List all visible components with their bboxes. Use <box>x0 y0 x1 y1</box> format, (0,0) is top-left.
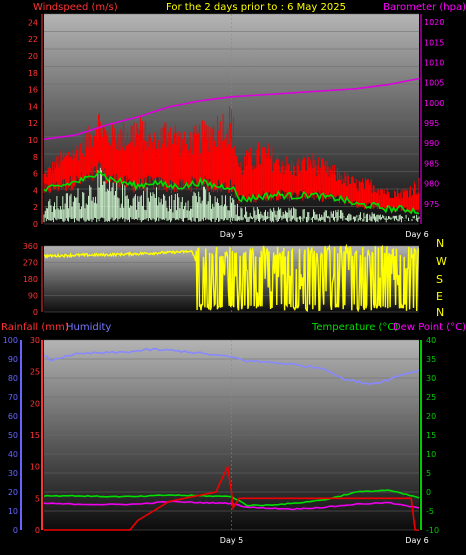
temperature-tick-label: 35 <box>426 355 436 364</box>
y-tick-label: 180 <box>23 275 38 284</box>
y2-tick-label: 975 <box>424 200 439 209</box>
rainfall-tick-label: 25 <box>30 368 40 377</box>
humidity-tick-label: 40 <box>8 450 18 459</box>
windspeed-axis-title: Windspeed (m/s) <box>33 2 118 13</box>
series-rainfall <box>44 463 419 531</box>
rainfall-tick-label: 10 <box>30 463 40 472</box>
temperature-tick-label: 15 <box>426 431 436 440</box>
temperature-tick-label: -5 <box>426 507 434 516</box>
rainfall-tick-label: 30 <box>30 336 40 345</box>
series-gust <box>43 106 420 213</box>
y-tick-label: 360 <box>23 242 38 251</box>
compass-label: N <box>436 237 444 250</box>
dewpoint-axis-title: Dew Point (°C) <box>393 322 466 333</box>
x-tick-label: Day 6 <box>405 536 428 545</box>
humidity-tick-label: 50 <box>8 431 18 440</box>
wind-panel: 0246810121416182022249759809859909951000… <box>28 13 444 239</box>
rainfall-tick-label: 15 <box>30 431 40 440</box>
temperature-tick-label: 5 <box>426 469 431 478</box>
y-tick-label: 8 <box>33 153 38 162</box>
y-tick-label: 22 <box>28 35 38 44</box>
series-humidity <box>43 347 420 385</box>
humidity-tick-label: 30 <box>8 469 18 478</box>
compass-label: N <box>436 306 444 319</box>
humidity-tick-label: 20 <box>8 488 18 497</box>
chart-period-title: For the 2 days prior to : 6 May 2025 <box>166 2 346 13</box>
y-tick-label: 0 <box>33 308 38 317</box>
climate-axes: 0 10 20 30 40 50 60 70 80 90 100 0 5 10 15 20 25 30 -10 -5 0… <box>3 336 439 545</box>
temperature-tick-label: 40 <box>426 336 436 345</box>
x-tick-label: Day 5 <box>220 230 243 239</box>
y2-tick-label: 1000 <box>424 99 444 108</box>
y-tick-label: 4 <box>33 186 38 195</box>
x-tick-label: Day 6 <box>405 230 428 239</box>
humidity-tick-label: 10 <box>8 507 18 516</box>
y-tick-label: 14 <box>28 102 38 111</box>
compass-label: E <box>436 290 443 303</box>
rainfall-tick-label: 5 <box>35 494 40 503</box>
y2-tick-label: 1015 <box>424 38 444 47</box>
y-tick-label: 18 <box>28 69 38 78</box>
y-tick-label: 2 <box>33 203 38 212</box>
humidity-tick-label: 90 <box>8 355 18 364</box>
temperature-tick-label: 0 <box>426 488 431 497</box>
y2-tick-label: 1010 <box>424 58 444 67</box>
barometer-axis-title: Barometer (hpa) <box>383 2 466 13</box>
temperature-tick-label: 20 <box>426 412 436 421</box>
y2-tick-label: 995 <box>424 119 439 128</box>
climate-panel: 0 10 20 30 40 50 60 70 80 90 100 0 5 10 15 20 25 30 -10 -5 0… <box>3 336 439 545</box>
temperature-tick-label: 10 <box>426 450 436 459</box>
y-tick-label: 16 <box>28 86 38 95</box>
y-tick-label: 10 <box>28 136 38 145</box>
series-minimum <box>43 167 420 223</box>
humidity-tick-label: 70 <box>8 393 18 402</box>
temperature-tick-label: 25 <box>426 393 436 402</box>
y-tick-label: 20 <box>28 52 38 61</box>
y-tick-label: 90 <box>28 292 38 301</box>
wind-axes: 0246810121416182022249759809859909951000… <box>28 14 444 239</box>
y-tick-label: 24 <box>28 18 38 27</box>
y2-tick-label: 980 <box>424 180 439 189</box>
humidity-tick-label: 100 <box>3 336 18 345</box>
y2-tick-label: 985 <box>424 159 439 168</box>
y-tick-label: 0 <box>33 220 38 229</box>
wind-series <box>43 77 420 223</box>
humidity-tick-label: 60 <box>8 412 18 421</box>
x-tick-label: Day 5 <box>220 536 243 545</box>
series-wind-direction <box>43 243 419 313</box>
compass-label: W <box>436 255 447 268</box>
temperature-tick-label: -10 <box>426 526 439 535</box>
y-tick-label: 6 <box>33 170 38 179</box>
y-tick-label: 270 <box>23 259 38 268</box>
compass-label: S <box>436 273 443 286</box>
series-dew-point <box>43 500 420 511</box>
humidity-tick-label: 0 <box>13 526 18 535</box>
temperature-axis-title: Temperature (°C) <box>311 322 398 333</box>
y2-tick-label: 990 <box>424 139 439 148</box>
series-barometer <box>43 77 420 140</box>
rainfall-tick-label: 20 <box>30 399 40 408</box>
rainfall-axis-title: Rainfall (mm) <box>1 322 69 333</box>
y2-tick-label: 1020 <box>424 18 444 27</box>
humidity-axis-title: Humidity <box>66 322 111 333</box>
y-tick-label: 12 <box>28 119 38 128</box>
humidity-tick-label: 80 <box>8 374 18 383</box>
rainfall-tick-label: 0 <box>35 526 40 535</box>
series-average <box>43 170 420 215</box>
y2-tick-label: 1005 <box>424 79 444 88</box>
temperature-tick-label: 30 <box>426 374 436 383</box>
direction-series <box>43 243 419 313</box>
climate-series <box>43 347 420 531</box>
